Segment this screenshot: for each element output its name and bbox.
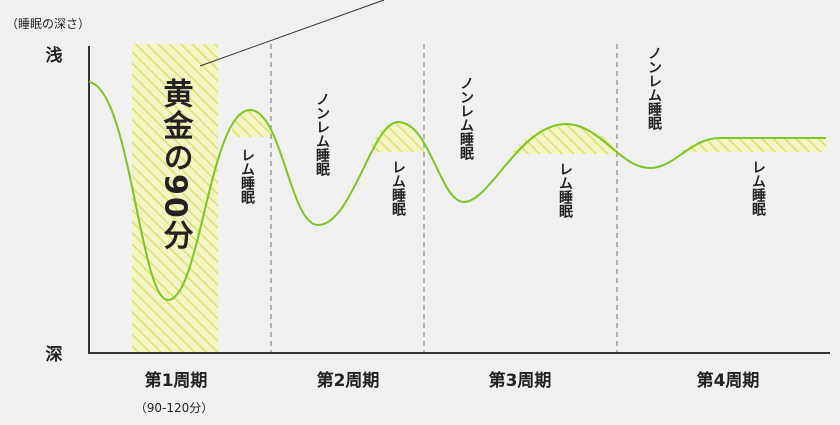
cycle-2-label: 第2周期 <box>317 370 380 391</box>
cycle-4-label: 第4周期 <box>697 370 760 391</box>
hatched-regions <box>132 44 826 352</box>
rem-label-3: レム睡眠 <box>557 162 573 219</box>
rem-region-1 <box>232 110 272 137</box>
cycle-1-label: 第1周期 <box>145 370 208 391</box>
nonrem-label-4: ノンレム睡眠 <box>646 46 662 131</box>
nonrem-label-2: ノンレム睡眠 <box>314 92 330 177</box>
rem-label-1: レム睡眠 <box>239 148 255 205</box>
golden-pointer-line <box>199 0 385 67</box>
sleep-depth-curve <box>88 81 826 302</box>
cycle-dividers <box>270 44 618 352</box>
golden-90-label: 黄金の90分 <box>158 78 195 252</box>
depth-unit-label: （睡眠の深さ） <box>6 17 90 31</box>
cycle-3-label: 第3周期 <box>489 370 552 391</box>
axes <box>88 46 830 354</box>
rem-label-4: レム睡眠 <box>750 160 766 217</box>
axis-shallow-label: 浅 <box>46 45 63 66</box>
nonrem-label-3: ノンレム睡眠 <box>458 76 474 161</box>
rem-label-2: レム睡眠 <box>390 160 406 217</box>
rem-region-4 <box>680 138 826 152</box>
golden-90-min-region <box>132 44 218 352</box>
axis-deep-label: 深 <box>46 344 63 365</box>
cycle-1-sub: （90-120分） <box>135 401 214 415</box>
